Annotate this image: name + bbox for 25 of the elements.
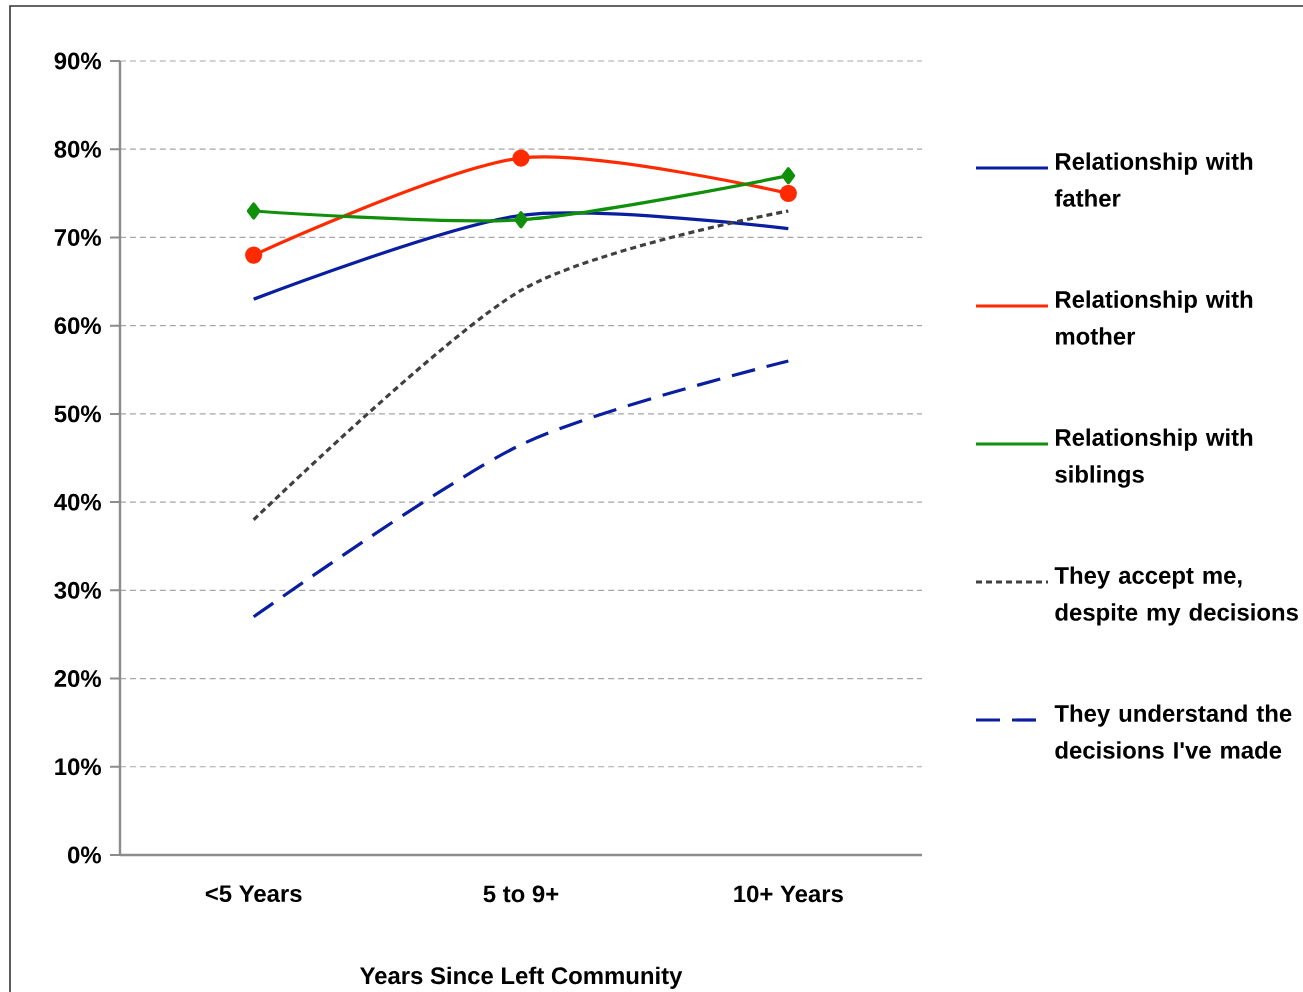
point [245,246,263,264]
x-tick-label: 10+ Years [734,885,843,903]
y-tick-label: 80% [54,140,101,158]
point [779,184,797,202]
y-tick-label: 10% [55,758,101,776]
x-axis-title: Years Since Left Community [359,966,683,989]
legend-label: They accept me, despite my decisions [1054,566,1298,626]
point [246,202,261,220]
y-tick-label: 20% [54,670,101,687]
legend-label: Relationship with father [1054,152,1253,207]
y-tick-label: 90% [54,52,101,70]
y-tick-label: 50% [54,405,101,423]
point [514,211,528,229]
y-tick-label: 40% [54,493,101,511]
legend-label: Relationship with mother [1055,290,1253,345]
legend-label: They understand the decisions I've made [1054,704,1292,759]
x-tick-label: <5 Years [205,885,302,903]
y-tick-label: 30% [54,581,101,599]
point [512,149,530,167]
y-tick-label: 70% [54,228,101,246]
y-tick-label: 60% [54,317,101,335]
x-tick-label: 5 to 9+ [483,885,559,903]
y-tick-label: 0% [68,846,101,864]
legend-label: Relationship with siblings [1055,428,1253,488]
point [781,167,796,185]
